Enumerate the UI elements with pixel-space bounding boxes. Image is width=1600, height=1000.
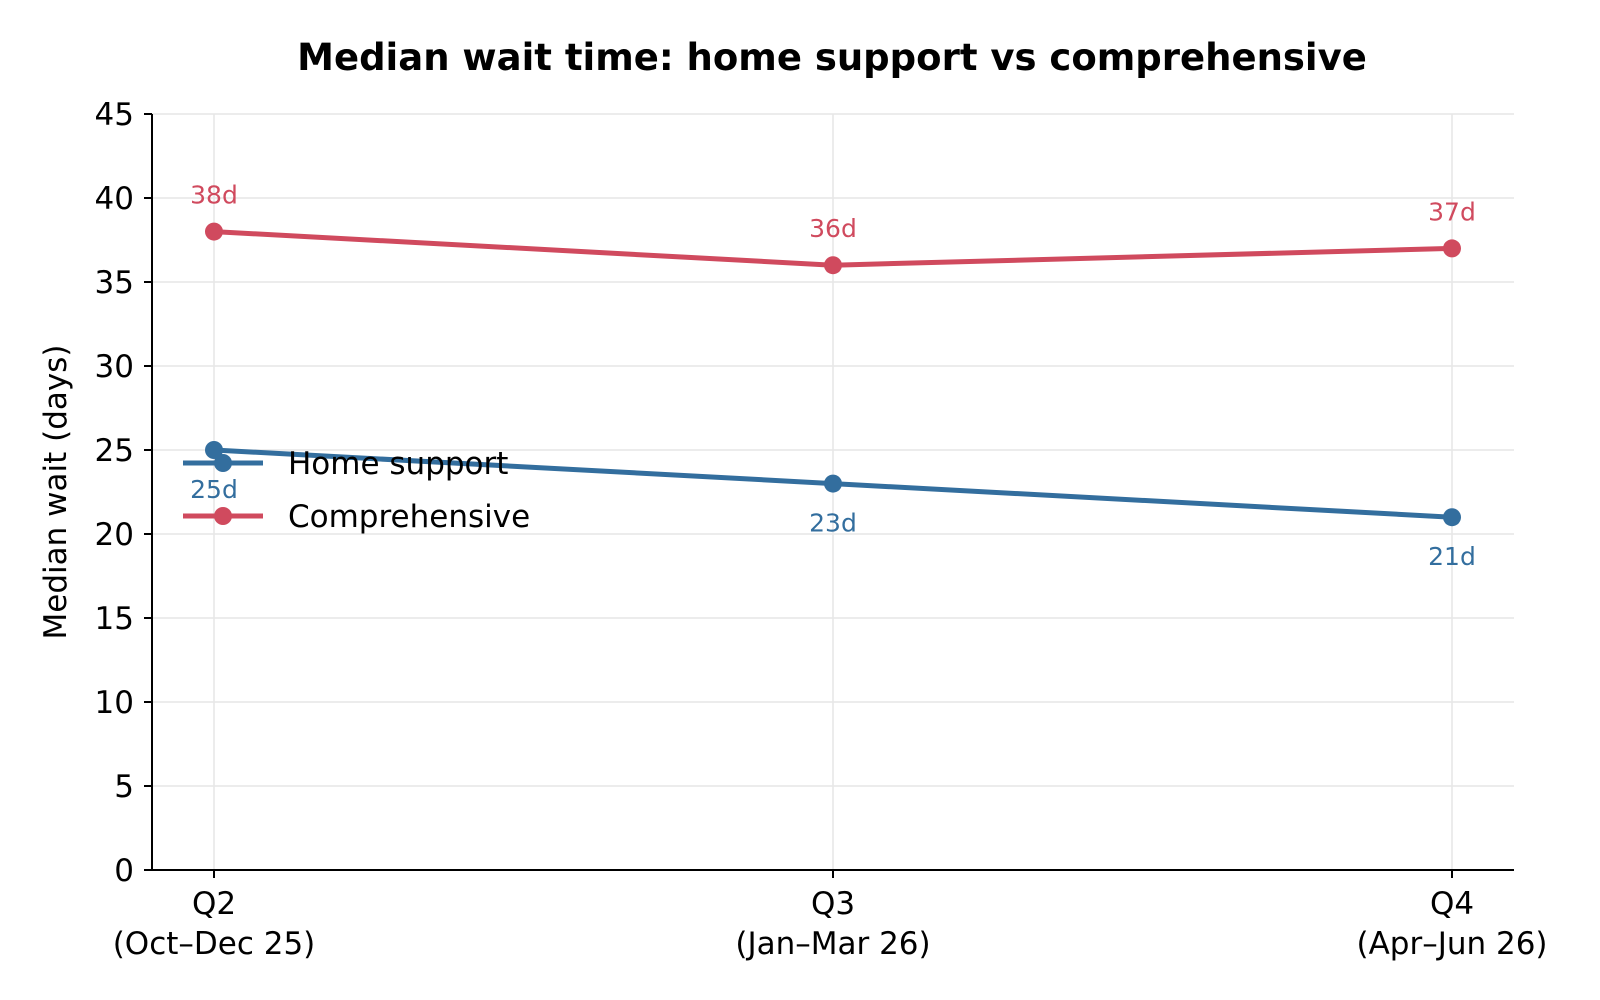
data-label: 25d — [190, 475, 238, 504]
y-tick-label: 0 — [114, 853, 134, 889]
y-axis-label: Median wait (days) — [38, 345, 74, 640]
data-point — [1443, 508, 1461, 527]
data-point — [824, 474, 842, 493]
data-label: 37d — [1428, 197, 1476, 226]
y-ticks: 0 5 10 15 20 25 30 35 40 45 — [95, 97, 152, 889]
y-tick-label: 25 — [95, 433, 134, 469]
y-tick-label: 40 — [95, 181, 134, 217]
data-point — [205, 441, 223, 459]
legend-swatch-marker — [214, 507, 232, 525]
data-point — [1443, 239, 1461, 258]
y-tick-label: 35 — [95, 265, 134, 301]
y-tick-label: 15 — [95, 601, 134, 637]
legend: Home support Comprehensive — [183, 446, 530, 535]
y-tick-label: 30 — [95, 349, 134, 385]
data-label: 21d — [1428, 542, 1476, 571]
data-label: 36d — [809, 214, 857, 243]
legend-label: Home support — [288, 446, 508, 482]
legend-item: Comprehensive — [183, 499, 530, 535]
y-tick-label: 45 — [95, 97, 134, 133]
x-tick-sublabel: (Jan–Mar 26) — [735, 926, 930, 962]
x-tick-label: Q4 — [1430, 886, 1474, 922]
series-home-support: 25d 23d 21d — [190, 441, 1476, 571]
y-tick-label: 5 — [114, 769, 134, 805]
y-tick-label: 10 — [95, 685, 134, 721]
legend-label: Comprehensive — [288, 499, 530, 535]
chart-title: Median wait time: home support vs compre… — [297, 36, 1367, 79]
y-tick-label: 20 — [95, 517, 134, 553]
legend-swatch-marker — [214, 454, 232, 472]
x-tick-sublabel: (Oct–Dec 25) — [113, 926, 316, 962]
x-ticks: Q2 (Oct–Dec 25) Q3 (Jan–Mar 26) Q4 (Apr–Jun 2… — [113, 870, 1548, 962]
series-comprehensive: 38d 36d 37d — [190, 181, 1476, 275]
x-tick-label: Q3 — [811, 886, 855, 922]
x-tick-sublabel: (Apr–Jun 26) — [1356, 926, 1547, 962]
legend-item: Home support — [183, 446, 508, 482]
data-label: 23d — [809, 509, 857, 538]
data-point — [205, 222, 223, 241]
data-label: 38d — [190, 181, 238, 210]
series: 25d 23d 21d 38d 36d 37d — [190, 181, 1476, 572]
data-point — [824, 256, 842, 275]
x-tick-label: Q2 — [192, 886, 236, 922]
